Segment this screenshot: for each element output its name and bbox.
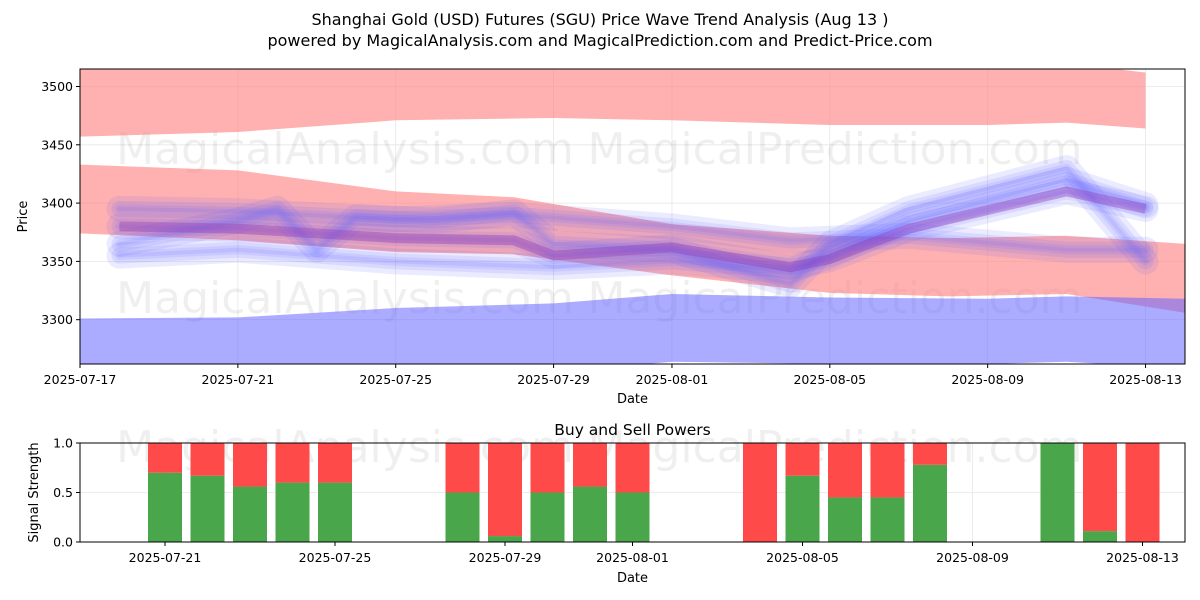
power-chart-title: Buy and Sell Powers [554, 421, 711, 439]
sell-power-bar [743, 443, 777, 542]
blue-wave-line [115, 204, 1150, 255]
chart-subtitle: powered by MagicalAnalysis.com and Magic… [267, 31, 933, 50]
blue-wave-line [106, 178, 1159, 281]
power-x-tick-label: 2025-08-13 [1106, 550, 1179, 565]
price-plot-frame [79, 68, 1186, 365]
sell-power-bar [445, 443, 480, 493]
blue-wave-band [80, 294, 1185, 364]
blue-wave-line [111, 183, 1154, 276]
blue-wave-line [117, 166, 1148, 287]
red-wave-band [80, 69, 1146, 137]
sell-power-bar [573, 443, 607, 487]
sell-power-bar [148, 443, 182, 473]
price-x-tick-label: 2025-07-21 [202, 372, 275, 387]
power-x-axis-label: Date [617, 571, 648, 586]
buy-power-bar [488, 536, 522, 542]
sell-power-bar [1125, 443, 1160, 542]
buy-power-bar [913, 464, 947, 542]
buy-power-bar [445, 492, 480, 542]
price-y-tick-label: 3500 [41, 79, 73, 94]
buy-power-bar [828, 497, 862, 542]
blue-wave-line [106, 166, 1159, 284]
price-x-tick-label: 2025-08-01 [636, 372, 709, 387]
chart-title-block: Shanghai Gold (USD) Futures (SGU) Price … [0, 9, 1200, 51]
sell-power-bar [1083, 443, 1117, 532]
power-x-tick-label: 2025-07-21 [129, 550, 202, 565]
blue-wave-line [117, 177, 1148, 273]
price-y-axis-label: Price [16, 201, 31, 233]
buy-power-bar [1083, 531, 1117, 542]
power-x-tick-label: 2025-08-09 [936, 550, 1009, 565]
sell-power-bar [615, 443, 650, 493]
buy-power-bar [530, 492, 565, 542]
power-bars [148, 443, 1160, 542]
buy-power-bar [573, 486, 607, 542]
price-y-tick-label: 3300 [41, 312, 73, 327]
power-x-tick-label: 2025-07-25 [299, 550, 372, 565]
buy-power-bar [190, 475, 225, 542]
blue-wave-line [106, 195, 1159, 263]
sell-power-bar [318, 443, 352, 483]
chart-title: Shanghai Gold (USD) Futures (SGU) Price … [311, 10, 889, 29]
sell-power-bar [233, 443, 267, 487]
buy-power-bar [275, 482, 310, 542]
sell-power-bar [530, 443, 565, 493]
blue-wave-line [115, 163, 1150, 290]
price-x-axis-label: Date [617, 392, 648, 407]
power-y-tick-label: 0.0 [53, 535, 73, 550]
power-axes: 2025-07-21 2025-07-25 2025-07-29 2025-08-01… [27, 421, 1179, 586]
blue-wave-line [117, 206, 1148, 252]
price-x-tick-label: 2025-07-17 [44, 372, 117, 387]
watermark-text: MagicalPrediction.com [588, 124, 1083, 175]
price-x-tick-label: 2025-08-13 [1109, 372, 1182, 387]
sell-power-bar [190, 443, 225, 476]
power-chart: MagicalAnalysis.comMagicalPrediction.com… [27, 421, 1186, 586]
price-plot-area [80, 69, 1185, 364]
price-x-tick-label: 2025-07-25 [359, 372, 432, 387]
blue-wave-line [111, 200, 1154, 258]
power-x-tick-label: 2025-08-01 [596, 550, 669, 565]
blue-wave-line [111, 171, 1154, 279]
buy-power-bar [615, 492, 650, 542]
price-x-tick-label: 2025-08-05 [793, 372, 866, 387]
red-wave-band [80, 164, 1185, 313]
buy-power-bar [148, 472, 182, 542]
blue-wave-line [106, 155, 1159, 298]
sell-power-bar [913, 443, 947, 465]
buy-power-bar [1040, 443, 1075, 542]
price-axes: 2025-07-17 2025-07-21 2025-07-25 2025-07-29… [16, 79, 1182, 407]
power-y-tick-label: 0.5 [53, 485, 73, 500]
blue-wave-line [115, 175, 1150, 276]
sell-power-bar [275, 443, 310, 483]
purple-wave-line [119, 186, 1147, 273]
price-y-tick-label: 3350 [41, 254, 73, 269]
power-x-tick-label: 2025-08-05 [766, 550, 839, 565]
price-chart: MagicalAnalysis.com MagicalPrediction.com… [16, 68, 1186, 407]
buy-power-bar [785, 475, 820, 542]
sell-power-bar [488, 443, 522, 537]
sell-power-bar [785, 443, 820, 476]
power-x-tick-label: 2025-07-29 [469, 550, 542, 565]
blue-wave-line [117, 189, 1148, 270]
price-x-tick-label: 2025-08-09 [951, 372, 1024, 387]
blue-wave-line [115, 186, 1150, 272]
buy-power-bar [318, 482, 352, 542]
sell-power-bar [828, 443, 862, 498]
price-x-tick-label: 2025-07-29 [517, 372, 590, 387]
buy-power-bar [870, 497, 905, 542]
blue-wave-line [111, 160, 1154, 293]
power-y-axis-label: Signal Strength [27, 442, 42, 542]
sell-power-bar [870, 443, 905, 498]
price-y-tick-label: 3400 [41, 196, 73, 211]
power-y-tick-label: 1.0 [53, 436, 73, 451]
price-y-tick-label: 3450 [41, 137, 73, 152]
buy-power-bar [233, 486, 267, 542]
